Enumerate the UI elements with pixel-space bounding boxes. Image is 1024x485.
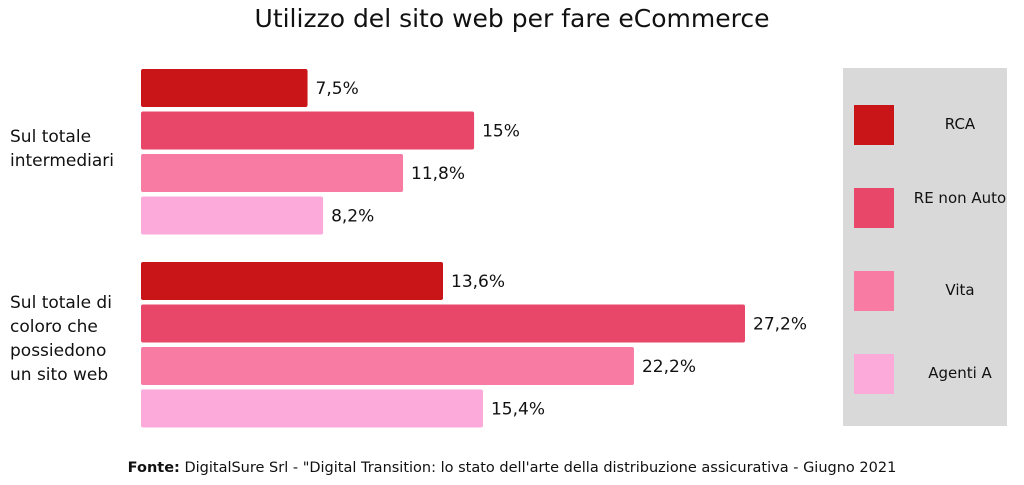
value-labels-group: 7,5% 13,6% 15% 27,2% 11,8% 22,2% 8,2% 15,4% [316, 79, 807, 420]
category-label-line: un sito web [10, 365, 109, 385]
legend-label-agenti-a: Agenti A [928, 364, 992, 382]
value-label-rca-2: 13,6% [451, 272, 505, 292]
bar-vita-1 [141, 154, 404, 192]
bar-agenti-a-1 [141, 196, 324, 235]
value-label-rca-1: 7,5% [316, 79, 359, 99]
bar-vita-2 [141, 347, 634, 385]
legend-swatch-agenti-a [854, 354, 894, 394]
legend-label-re-non-auto: RE non Auto [913, 189, 1007, 207]
category-label-line: Sul totale [10, 127, 92, 147]
category-label-line: possiedono [10, 341, 107, 361]
legend: RCA RE non Auto Vita Agenti A [843, 68, 1007, 426]
value-label-vita-1: 11,8% [411, 164, 465, 184]
category-label-1: Sul totale intermediari [10, 125, 114, 173]
chart-title: Utilizzo del sito web per fare eCommerce [254, 4, 770, 33]
bar-re-non-auto-2 [141, 304, 745, 343]
value-label-re-non-auto-2: 27,2% [753, 315, 807, 335]
legend-swatch-vita [854, 271, 894, 311]
category-label-line: intermediari [10, 151, 114, 171]
legend-label-vita: Vita [945, 281, 975, 299]
value-label-vita-2: 22,2% [642, 357, 696, 377]
value-label-agenti-a-2: 15,4% [491, 400, 545, 420]
value-label-re-non-auto-1: 15% [482, 122, 520, 142]
bar-rca-1 [141, 69, 308, 107]
category-label-line: coloro che [10, 317, 98, 337]
bar-rca-2 [141, 262, 443, 300]
legend-swatch-rca [854, 105, 894, 145]
bar-re-non-auto-1 [141, 111, 475, 150]
source-prefix: Fonte: [127, 460, 180, 476]
value-label-agenti-a-1: 8,2% [331, 207, 374, 227]
legend-swatch-re-non-auto [854, 188, 894, 228]
bar-agenti-a-2 [141, 389, 483, 428]
legend-label-rca: RCA [944, 115, 976, 133]
bars-group [141, 69, 745, 428]
category-label-line: Sul totale di [10, 293, 112, 313]
source-text: DigitalSure Srl - "Digital Transition: l… [179, 460, 897, 476]
source-note: Fonte: DigitalSure Srl - "Digital Transi… [0, 458, 1024, 478]
category-label-2: Sul totale di coloro che possiedono un sito… [10, 291, 112, 387]
